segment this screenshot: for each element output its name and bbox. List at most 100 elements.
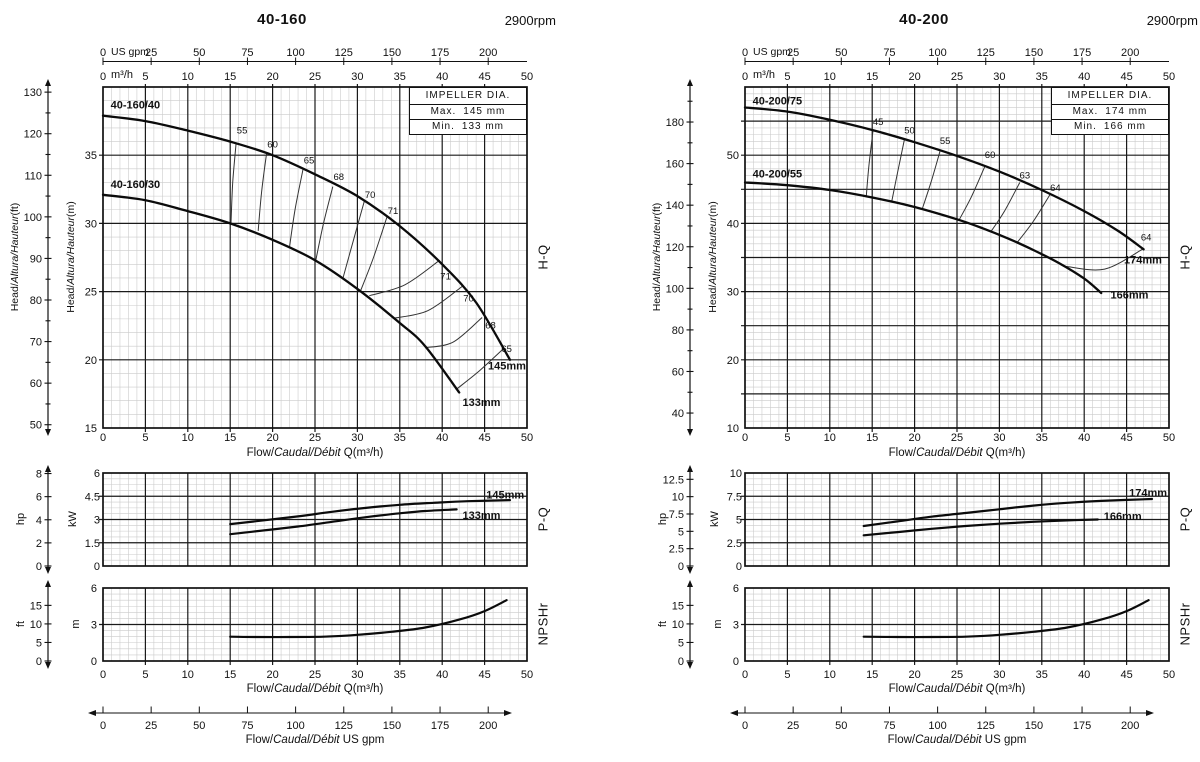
tick-label: 45 [478, 71, 490, 83]
tick-label: 30 [85, 218, 97, 230]
impeller-max-row: Max. 174 mm [1052, 105, 1168, 120]
tick-label: 0 [100, 432, 106, 444]
tick-label: 175 [1073, 720, 1091, 732]
tick-label: 60 [30, 378, 42, 390]
efficiency-label: 70 [463, 293, 474, 304]
head-ft-axis: 50 60 70 80 90 100 110 120 130 [24, 79, 52, 436]
diameter-label: 166mm [1104, 511, 1142, 523]
head-curves: 40-200/75 174mm 40-200/55 166mm [743, 96, 1162, 301]
pq-frame [102, 472, 528, 567]
tick-label: 175 [1073, 47, 1091, 59]
tick-label: 75 [883, 720, 895, 732]
tick-label: 125 [335, 720, 353, 732]
tick-label: 12.5 [663, 474, 684, 486]
efficiency-label: 50 [904, 126, 915, 137]
tick-label: 10 [824, 432, 836, 444]
tick-label: 140 [666, 200, 684, 212]
npshr-curve [862, 599, 1150, 639]
tick-label: 0 [742, 669, 748, 681]
npshr-curve [229, 599, 508, 639]
tick-label: 15 [85, 423, 97, 435]
section-label-hq: H-Q [1177, 244, 1193, 270]
tick-label: 30 [993, 669, 1005, 681]
head-curve-174mm [743, 106, 1145, 251]
tick-label: 5 [784, 432, 790, 444]
power-hp-axis: 0 2.5 5 7.5 10 12.5 [663, 465, 694, 574]
tick-label: 25 [309, 71, 321, 83]
tick-label: 30 [993, 432, 1005, 444]
tick-label: 10 [30, 619, 42, 631]
tick-label: 0 [36, 561, 42, 573]
tick-label: 150 [1025, 720, 1043, 732]
panel-40-200: 0 0 0 5 5 5 10 10 10 15 15 15 20 20 20 25 25 25 30 30 30 35 35… [642, 0, 1200, 762]
efficiency-arc-55 [921, 150, 941, 210]
tick-label: 6 [91, 583, 97, 595]
impeller-dia-header: IMPELLER DIA. [410, 88, 526, 105]
diameter-label: 133mm [463, 510, 501, 522]
ft-axis-label: ft [657, 620, 669, 628]
tick-label: 25 [145, 720, 157, 732]
tick-label: 0 [100, 71, 106, 83]
hq-frame [744, 86, 1170, 429]
tick-label: 40 [672, 408, 684, 420]
impeller-max-value: 174 mm [1105, 106, 1148, 117]
impeller-dia-header: IMPELLER DIA. [1052, 88, 1168, 105]
tick-label: 2.5 [669, 544, 684, 556]
impeller-max-row: Max. 145 mm [410, 105, 526, 120]
tick-label: 0 [100, 47, 106, 59]
tick-label: 120 [666, 242, 684, 254]
tick-label: 0 [100, 669, 106, 681]
gpm-axis-top: 0 25 50 75 100 125 150 175 200 [742, 47, 1169, 65]
tick-label: 125 [977, 720, 995, 732]
efficiency-arc-64 [1065, 248, 1144, 271]
gpm-unit-label: US gpm [753, 46, 791, 58]
x-tick-labels: 0005551010101515152020202525253030303535… [100, 71, 533, 681]
curve-name-label: 40-200/75 [753, 96, 803, 108]
chart-canvas-40-200: 0005551010101515152020202525253030303535… [663, 47, 1176, 732]
power-hp-axis: 0 2 4 6 8 [36, 465, 52, 574]
efficiency-arc-70 [393, 285, 463, 319]
tick-label: 5 [678, 637, 684, 649]
tick-label: 5 [142, 669, 148, 681]
tick-label: 50 [835, 47, 847, 59]
efficiency-label: 70 [365, 190, 376, 201]
impeller-min-value: 166 mm [1103, 121, 1147, 132]
efficiency-arc-55 [230, 142, 237, 223]
tick-label: 120 [24, 129, 42, 141]
gpm-x-axis-title: Flow/Caudal/Débit US gpm [245, 734, 385, 746]
tick-label: 15 [672, 600, 684, 612]
ft-axis-label: ft [15, 620, 27, 628]
tick-label: 125 [977, 47, 995, 59]
m3h-unit-label: m³/h [753, 69, 775, 81]
curve-name-label: 40-160/40 [111, 100, 161, 112]
impeller-dia-box: IMPELLER DIA. Max. 145 mm Min. 133 mm [409, 87, 527, 135]
tick-label: 15 [224, 432, 236, 444]
tick-label: 2 [36, 538, 42, 550]
gpm-unit-label: US gpm [111, 46, 149, 58]
tick-label: 30 [351, 71, 363, 83]
power-curve-166mm [862, 518, 1099, 537]
tick-label: 6 [733, 583, 739, 595]
tick-label: 200 [479, 47, 497, 59]
tick-label: 5 [736, 515, 742, 527]
gpm-axis-bottom: 0 25 50 75 100 125 150 175 200 [730, 706, 1154, 732]
tick-label: 10 [727, 423, 739, 435]
tick-label: 50 [193, 47, 205, 59]
tick-label: 40 [1078, 71, 1090, 83]
section-label-npshr: NPSHr [535, 602, 551, 646]
hp-axis-label: hp [657, 512, 669, 526]
tick-label: 75 [241, 720, 253, 732]
tick-label: 175 [431, 720, 449, 732]
efficiency-label: 64 [1141, 233, 1152, 244]
tick-label: 10 [672, 492, 684, 504]
tick-label: 0 [742, 71, 748, 83]
tick-label: 35 [394, 669, 406, 681]
tick-label: 6 [94, 468, 100, 480]
tick-label: 20 [908, 71, 920, 83]
tick-label: 50 [1163, 669, 1175, 681]
tick-label: 45 [1120, 71, 1132, 83]
tick-label: 80 [30, 295, 42, 307]
tick-label: 15 [224, 71, 236, 83]
tick-label: 35 [1036, 71, 1048, 83]
